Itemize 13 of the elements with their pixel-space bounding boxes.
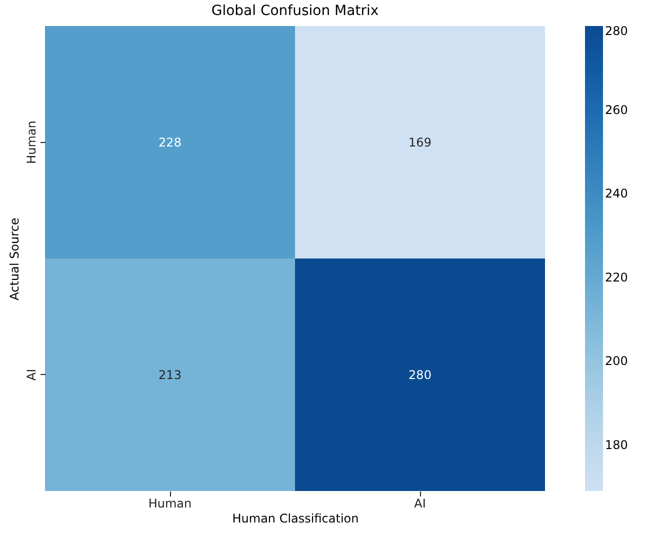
x-axis-title: Human Classification: [232, 512, 359, 526]
color-bar-label: 220: [605, 270, 628, 284]
data-label: 280: [408, 368, 432, 382]
color-bar-label: 280: [605, 24, 628, 38]
color-bar-label: 260: [605, 102, 628, 117]
chart-title: Global Confusion Matrix: [211, 3, 379, 19]
color-bar-label: 200: [605, 354, 628, 368]
data-label: 169: [408, 135, 432, 150]
y-axis-title: Actual Source: [8, 218, 22, 300]
color-bar-label: 240: [605, 186, 628, 201]
color-bar-label: 180: [605, 438, 628, 452]
data-label: 228: [158, 135, 182, 150]
data-label: 213: [158, 368, 182, 382]
